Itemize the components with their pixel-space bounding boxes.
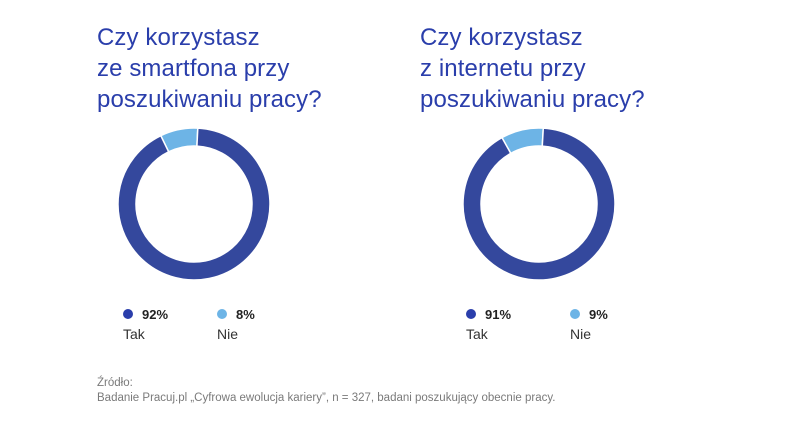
legend-dot-tak xyxy=(466,309,476,319)
legend-value-nie: 8% xyxy=(236,306,255,322)
chart-legend: 92% Tak 8% Nie xyxy=(97,306,427,346)
donut-slice-tak xyxy=(462,127,616,281)
legend-value-tak: 91% xyxy=(485,306,512,322)
legend-label-nie: Nie xyxy=(217,326,239,342)
legend-item-tak: 92% Tak xyxy=(123,306,223,342)
legend-dot-tak xyxy=(123,309,133,319)
legend-item-nie: 9% Nie xyxy=(570,306,670,342)
legend-label-tak: Tak xyxy=(123,326,145,342)
donut-chart xyxy=(462,127,616,281)
source-text: Badanie Pracuj.pl „Cyfrowa ewolucja kari… xyxy=(97,392,556,404)
legend-label-tak: Tak xyxy=(466,326,488,342)
chart-panel-smartphone: Czy korzystasz ze smartfona przy poszuki… xyxy=(97,0,427,360)
source-note: Źródło: Badanie Pracuj.pl „Cyfrowa ewolu… xyxy=(97,376,747,406)
legend-value-nie: 9% xyxy=(589,306,608,322)
title-line: poszukiwaniu pracy? xyxy=(97,86,322,113)
source-heading: Źródło: xyxy=(97,377,133,389)
donut-slice-tak xyxy=(117,127,271,281)
chart-legend: 91% Tak 9% Nie xyxy=(420,306,750,346)
legend-item-nie: 8% Nie xyxy=(217,306,317,342)
title-line: z internetu przy xyxy=(420,55,586,82)
donut-chart xyxy=(117,127,271,281)
legend-dot-nie xyxy=(217,309,227,319)
title-line: poszukiwaniu pracy? xyxy=(420,86,645,113)
chart-title: Czy korzystasz ze smartfona przy poszuki… xyxy=(97,22,427,115)
title-line: ze smartfona przy xyxy=(97,55,290,82)
chart-title: Czy korzystasz z internetu przy poszukiw… xyxy=(420,22,750,115)
chart-panel-internet: Czy korzystasz z internetu przy poszukiw… xyxy=(420,0,750,360)
title-line: Czy korzystasz xyxy=(420,24,583,51)
title-line: Czy korzystasz xyxy=(97,24,260,51)
legend-item-tak: 91% Tak xyxy=(466,306,566,342)
legend-label-nie: Nie xyxy=(570,326,592,342)
legend-dot-nie xyxy=(570,309,580,319)
legend-value-tak: 92% xyxy=(142,306,169,322)
